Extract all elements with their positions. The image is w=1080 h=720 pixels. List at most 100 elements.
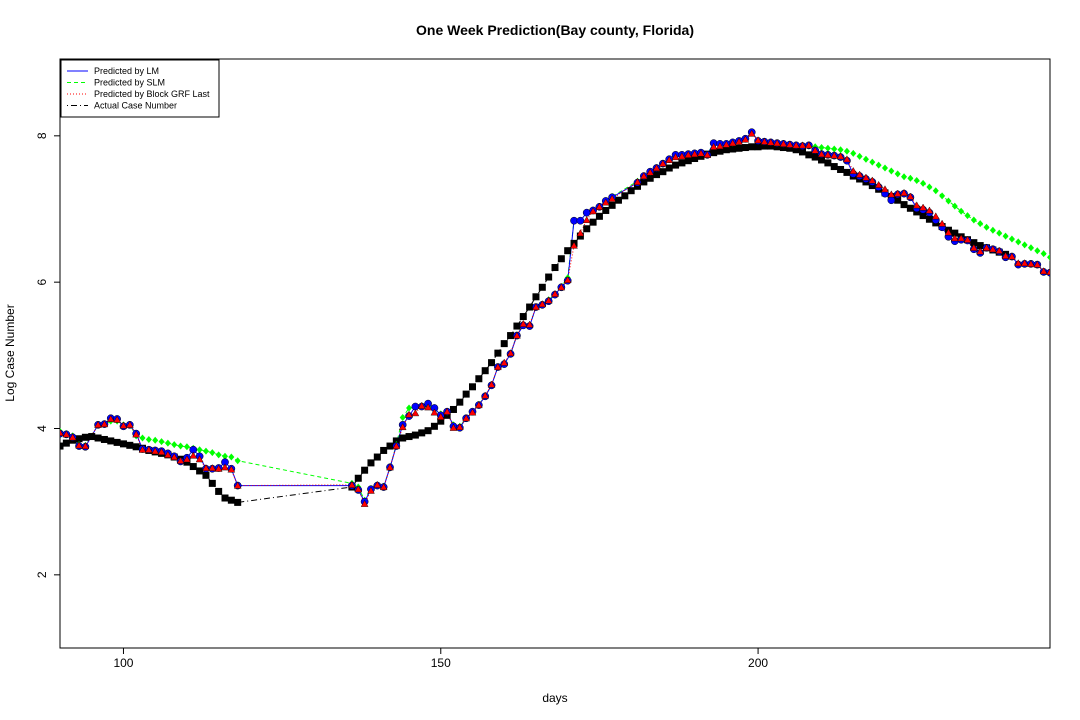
grf-point [874,180,883,188]
slm-point [913,176,920,184]
actual-point [475,375,483,383]
slm-point [1040,250,1047,258]
slm-point [145,435,152,443]
slm-point [996,229,1003,237]
grf-point [494,363,502,371]
grf-point [1027,259,1035,267]
grf-point [735,137,743,145]
grf-point [525,320,534,328]
actual-point [373,453,381,461]
legend-box [60,59,220,118]
grf-point [576,229,585,237]
grf-point [1008,252,1016,260]
grf-point [747,129,756,137]
slm-point [894,170,901,178]
grf-point [379,483,388,491]
grf-point [68,433,77,441]
grf-point [722,140,731,148]
chart-title: One Week Prediction(Bay county, Florida) [416,22,694,38]
grf-point [843,155,851,163]
grf-point [519,319,528,327]
grf-points [60,129,1050,507]
slm-point [196,446,203,454]
slm-point [824,144,831,152]
grf-point [741,135,750,143]
grf-point [157,447,166,455]
grf-point [417,401,426,409]
grf-point [582,216,591,223]
slm-point [1021,241,1028,249]
actual-point [602,206,610,214]
actual-point [716,147,724,155]
grf-point [405,410,413,418]
grf-point [227,465,236,473]
grf-point [487,380,496,388]
slm-point [1034,247,1041,255]
grf-point [475,401,483,409]
y-tick-label: 8 [35,132,49,139]
lm-point [576,216,585,225]
grf-point [976,247,985,255]
grf-point [233,481,242,489]
actual-point [684,157,692,165]
grf-point [125,420,134,428]
actual-point [60,442,64,450]
grf-series-line [60,132,1050,506]
grf-point [995,246,1004,254]
y-tick-label: 2 [35,571,49,578]
actual-point [113,438,121,446]
actual-point [830,163,838,171]
actual-point [488,359,496,367]
grf-point [785,140,794,148]
grf-point [113,415,121,423]
grf-point [544,296,553,304]
actual-point [837,165,845,173]
legend-label: Predicted by Block GRF Last [94,89,210,99]
grf-point [906,192,915,200]
grf-point [62,430,71,438]
actual-point [678,159,686,167]
actual-point [900,201,908,209]
actual-point [729,145,737,153]
x-axis: 100 150 200 [113,648,768,670]
grf-point [912,201,921,209]
grf-point [855,170,864,178]
actual-point [430,422,438,430]
actual-point [361,466,369,474]
grf-point [938,219,946,227]
actual-point [221,494,229,502]
grf-point [221,463,229,471]
actual-point [919,212,927,220]
grf-point [151,447,160,455]
y-axis-label: Log Case Number [3,304,17,401]
y-tick-label: 4 [35,425,49,432]
actual-point [710,149,718,157]
actual-point [792,146,800,154]
x-tick-label: 150 [431,656,451,670]
actual-point [513,322,521,330]
grf-point [868,176,877,184]
actual-point [799,148,806,156]
grf-point [443,407,451,415]
grf-point [208,464,217,472]
actual-point [557,255,565,263]
plot-frame [59,58,1051,649]
grf-point [817,150,826,158]
actual-point [722,146,730,154]
grf-point [703,150,712,158]
actual-point [691,155,699,163]
legend-label: Actual Case Number [94,101,177,111]
actual-point [646,174,654,182]
actual-point [507,332,515,340]
slm-points [60,129,1050,504]
grf-point [811,146,820,154]
slm-point [158,438,165,446]
legend-label: Predicted by LM [94,66,159,76]
grf-point [60,428,64,436]
slm-point [234,457,241,465]
grf-point [106,415,115,422]
actual-point [424,427,432,435]
actual-point [627,187,635,195]
grf-point [373,480,382,488]
